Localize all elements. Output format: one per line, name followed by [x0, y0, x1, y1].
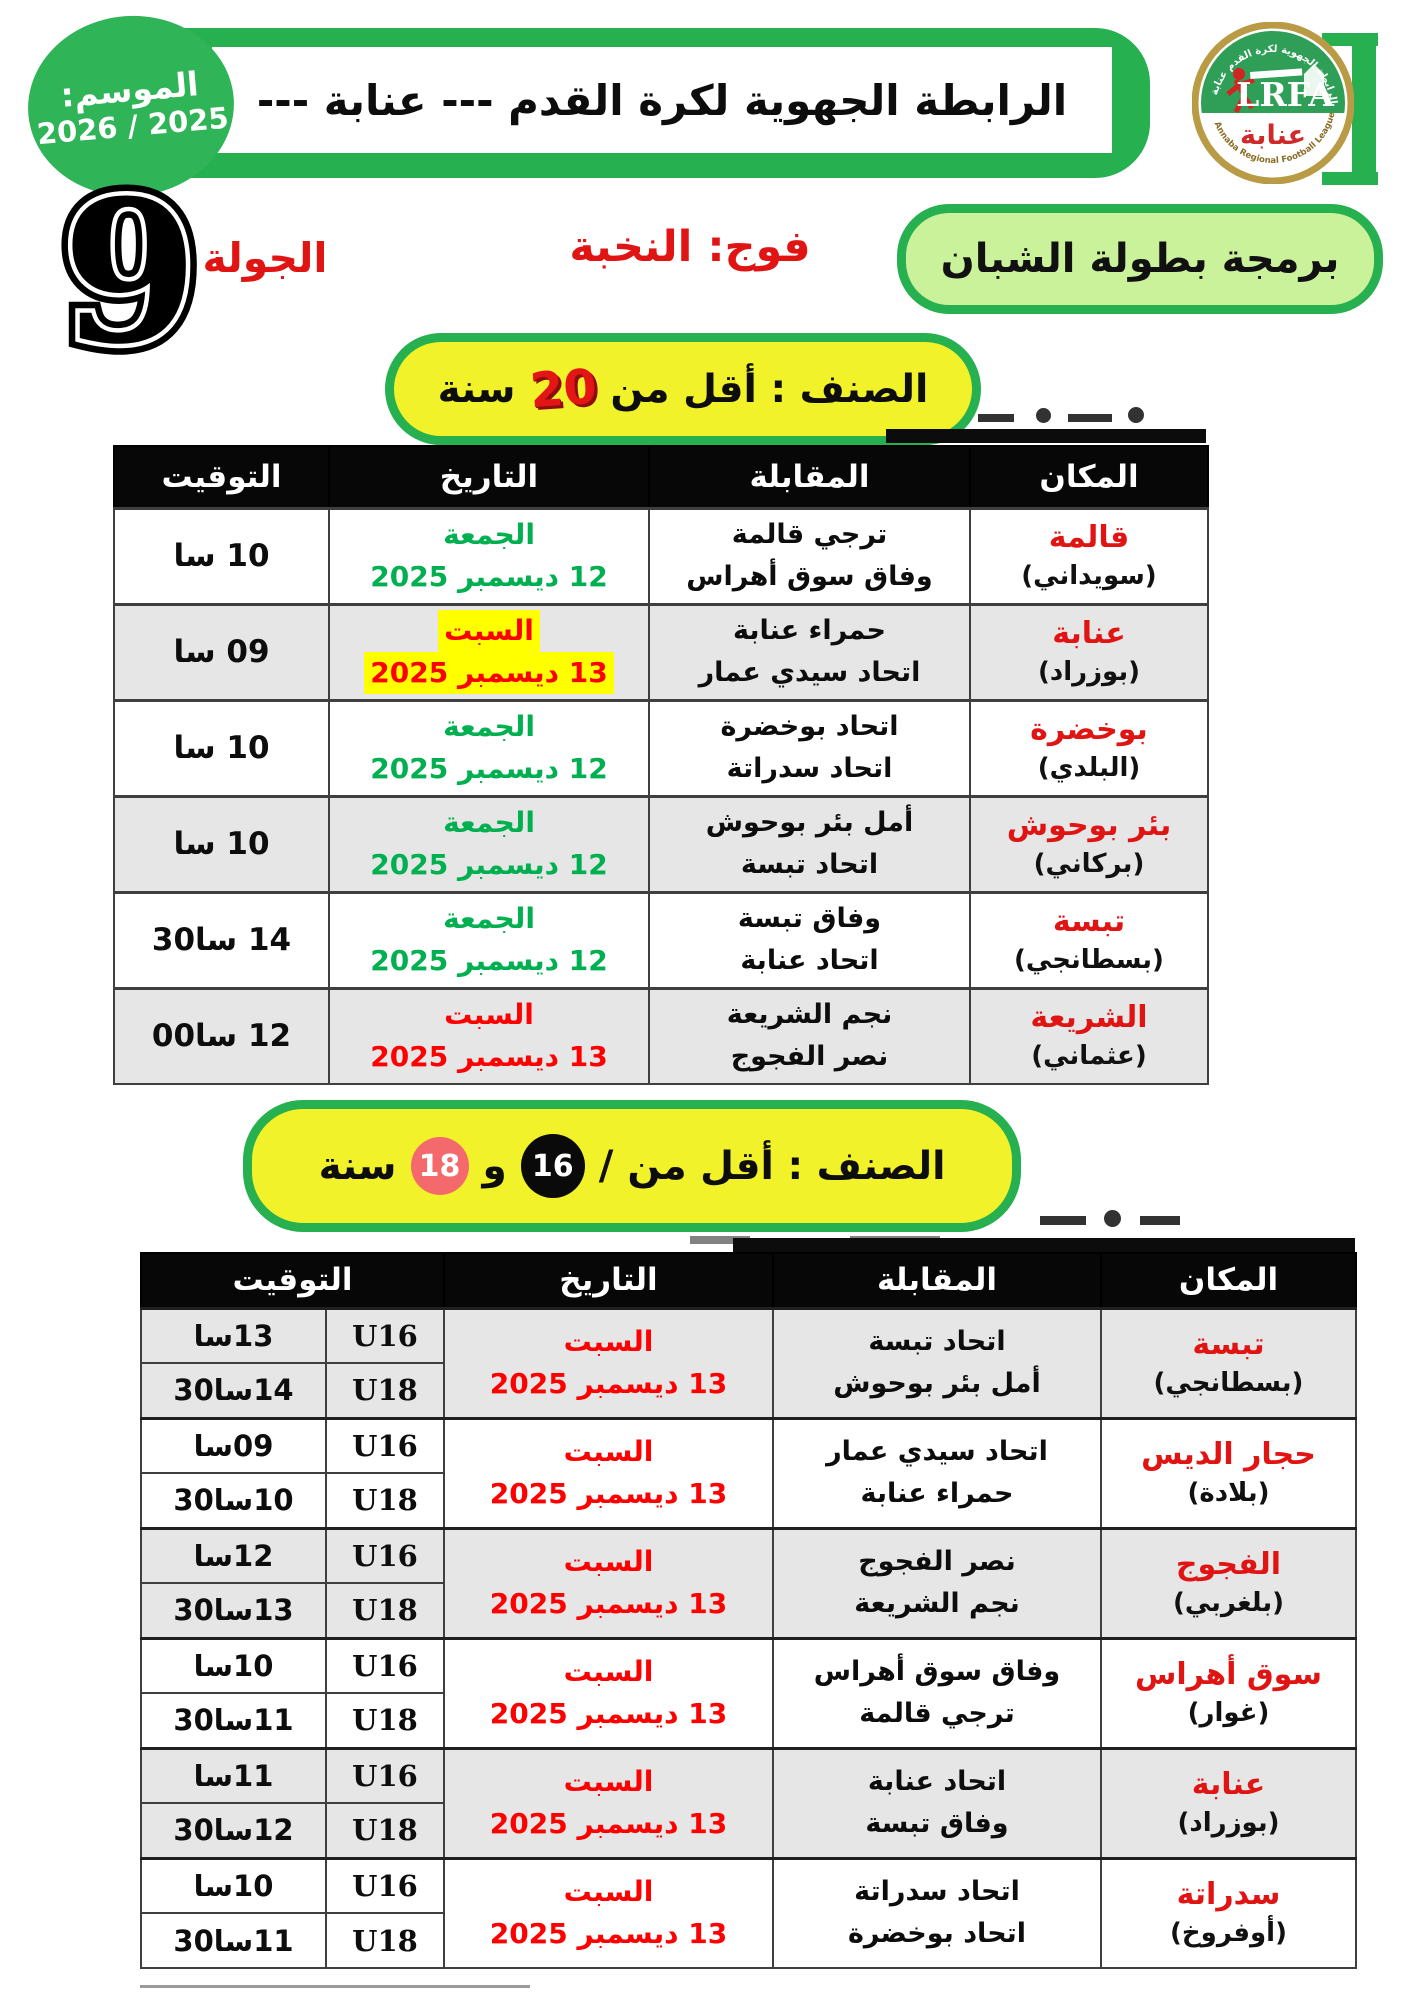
erased-text-artifact: [1128, 407, 1144, 423]
erased-text-artifact: [1104, 1210, 1121, 1227]
round-number: 9 9 9: [51, 157, 209, 389]
bottom-scan-line: [140, 1985, 530, 1988]
runner-icon: [1226, 68, 1255, 114]
table-row: سدراتة (أوفروخ) اتحاد سدراتة اتحاد بوخضرة …: [140, 1856, 1357, 1969]
table-subrow: U18 11سا30: [140, 1692, 1356, 1749]
category-prefix: الصنف : أقل من: [610, 366, 929, 412]
svg-text:عنابة: عنابة: [1240, 120, 1306, 151]
category-separator: /: [598, 1143, 614, 1189]
table-row: الشريعة (عثماني) نجم الشريعة نصر الفجوج ال…: [113, 986, 1209, 1085]
corner-bracket-top: [1322, 33, 1378, 46]
table-row: بوخضرة (البلدي) اتحاد بوخضرة اتحاد سدراتة …: [113, 698, 1209, 797]
table-row: تبسة (بسطانجي) وفاق تبسة اتحاد عنابة الجمع…: [113, 890, 1209, 989]
corner-bracket-bar: [1352, 33, 1376, 185]
table-subrow: U18 11سا30: [140, 1912, 1356, 1969]
col-header-date: التاريخ: [328, 445, 650, 509]
col-header-time: التوقيت: [140, 1252, 445, 1309]
col-header-place: المكان: [1100, 1252, 1357, 1309]
erased-bar-artifact: [886, 429, 1206, 443]
category-suffix: سنة: [318, 1143, 397, 1189]
table-row: قالمة (سويداني) ترجي قالمة وفاق سوق أهراس …: [113, 506, 1209, 605]
category-age-20: 20: [527, 358, 599, 420]
table-header-row: المكان المقابلة التاريخ التوقيت: [113, 445, 1209, 509]
category-suffix: سنة: [437, 366, 516, 412]
col-header-date: التاريخ: [443, 1252, 774, 1309]
erased-text-artifact: [978, 414, 1014, 422]
erased-text-artifact: [690, 1236, 750, 1244]
table-subrow: U18 10سا30: [140, 1472, 1356, 1529]
table-subrow: U18 13سا30: [140, 1582, 1356, 1639]
erased-text-artifact: [1140, 1216, 1180, 1225]
table-row: حجار الديس (بلادة) اتحاد سيدي عمار حمراء ع…: [140, 1416, 1357, 1529]
col-header-match: المقابلة: [648, 445, 971, 509]
table-row: عنابة (بوزراد) اتحاد عنابة وفاق تبسة السبت…: [140, 1746, 1357, 1859]
col-header-match: المقابلة: [772, 1252, 1102, 1309]
table-subrow: U18 12سا30: [140, 1802, 1356, 1859]
category-pill-u16-u18: الصنف : أقل من / 16 و 18 سنة: [243, 1100, 1021, 1232]
category-pill-u20: الصنف : أقل من 20 سنة: [385, 333, 981, 445]
round-label: الجولة: [202, 234, 328, 282]
page-title: الرابطة الجهوية لكرة القدم --- عنابة ---: [256, 75, 1068, 125]
table-row: الفجوج (بلغربي) نصر الفجوج نجم الشريعة الس…: [140, 1526, 1357, 1639]
group-label: فوج: النخبة: [569, 222, 811, 272]
erased-text-artifact: [1068, 414, 1112, 422]
table-row: تبسة (بسطانجي) اتحاد تبسة أمل بئر بوحوش ال…: [140, 1306, 1357, 1419]
erased-bar-artifact: [733, 1238, 1355, 1253]
schedule-table-u16-u18: المكان المقابلة التاريخ التوقيت تبسة (بسط…: [140, 1252, 1357, 1969]
table-row: بئر بوحوش (بركاني) أمل بئر بوحوش اتحاد تبس…: [113, 794, 1209, 893]
lrfa-logo: الرابطة الجهوية لكرة القدم عنابة LRFA عن…: [1191, 21, 1355, 185]
program-badge-label: برمجة بطولة الشبان: [940, 236, 1340, 282]
category-prefix: الصنف : أقل من: [627, 1143, 946, 1189]
erased-text-artifact: [1040, 1216, 1086, 1225]
program-badge: برمجة بطولة الشبان: [897, 204, 1383, 314]
schedule-table-u20: المكان المقابلة التاريخ التوقيت قالمة (سو…: [113, 445, 1209, 1085]
table-subrow: U18 14سا30: [140, 1362, 1356, 1419]
table-row: عنابة (بوزراد) حمراء عنابة اتحاد سيدي عمار…: [113, 602, 1209, 701]
title-box: الرابطة الجهوية لكرة القدم --- عنابة ---: [212, 47, 1112, 153]
col-header-place: المكان: [969, 445, 1209, 509]
corner-bracket-bottom: [1322, 172, 1378, 185]
col-header-time: التوقيت: [113, 445, 330, 509]
erased-text-artifact: [1036, 408, 1051, 423]
table-row: سوق أهراس (غوار) وفاق سوق أهراس ترجي قالمة…: [140, 1636, 1357, 1749]
lrfa-logo-badge: الرابطة الجهوية لكرة القدم عنابة LRFA عن…: [1191, 21, 1355, 185]
badge-u16: 16: [520, 1134, 585, 1198]
category-conjunction: و: [482, 1143, 507, 1189]
badge-u18: 18: [410, 1137, 469, 1195]
table-header-row: المكان المقابلة التاريخ التوقيت: [140, 1252, 1357, 1309]
